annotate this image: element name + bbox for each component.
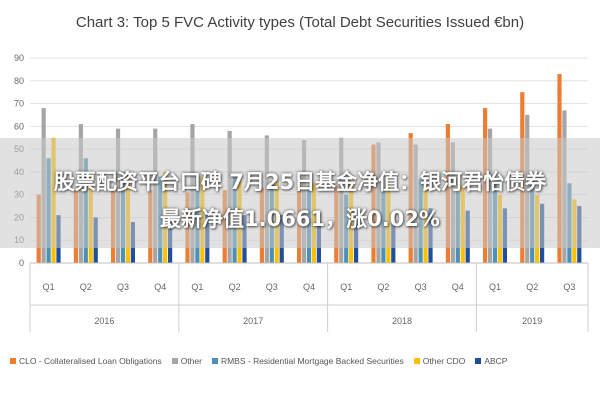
x-group-label: 2018 <box>392 316 412 326</box>
x-tick-label: Q3 <box>563 282 575 292</box>
x-tick-label: Q2 <box>229 282 241 292</box>
x-tick-label: Q3 <box>117 282 129 292</box>
legend-item: Other CDO <box>413 356 466 366</box>
legend-swatch <box>475 358 482 364</box>
legend-item: ABCP <box>475 356 507 366</box>
x-tick-label: Q1 <box>340 282 352 292</box>
chart-title: Chart 3: Top 5 FVC Activity types (Total… <box>75 14 525 31</box>
headline-line-1: 股票配资平台口碑 7月25日基金净值：银河君怡债券 <box>53 170 547 194</box>
legend-item: CLO - Collateralised Loan Obligations <box>10 356 162 366</box>
x-group-label: 2017 <box>243 316 263 326</box>
x-tick-label: Q1 <box>191 282 203 292</box>
legend-item: RMBS - Residential Mortgage Backed Secur… <box>211 356 404 366</box>
legend-label: Other <box>180 356 202 366</box>
y-tick-label: 70 <box>14 99 24 109</box>
legend-label: ABCP <box>484 356 508 366</box>
x-tick-label: Q2 <box>80 282 92 292</box>
x-group-label: 2019 <box>522 316 542 326</box>
x-axis-ticks: Q1 Q2 Q3 Q4 Q1 Q2 Q3 Q4 Q1 Q2 Q3 Q4 Q1 Q2 Q3 <box>30 262 588 292</box>
legend: CLO - Collateralised Loan Obligations Oth… <box>10 352 590 370</box>
x-tick-label: Q1 <box>489 282 501 292</box>
x-tick-label: Q3 <box>415 282 427 292</box>
x-tick-label: Q2 <box>377 282 389 292</box>
x-tick-label: Q3 <box>266 282 278 292</box>
headline-line-2: 最新净值1.0661，涨0.02% <box>160 207 440 231</box>
x-tick-label: Q4 <box>452 282 464 292</box>
legend-swatch <box>10 358 16 364</box>
x-tick-label: Q4 <box>154 282 166 292</box>
x-tick-label: Q1 <box>43 282 55 292</box>
legend-label: RMBS - Residential Mortgage Backed Secur… <box>220 356 404 366</box>
x-tick-label: Q4 <box>303 282 315 292</box>
y-tick-label: 80 <box>14 76 24 86</box>
headline-banner <box>0 138 600 248</box>
legend-label: CLO - Collateralised Loan Obligations <box>19 356 162 366</box>
legend-label: Other CDO <box>422 356 466 366</box>
legend-item: Other <box>171 356 202 366</box>
x-axis-year-groups: 2016 2017 2018 2019 <box>29 263 589 332</box>
y-tick-label: 90 <box>14 53 24 63</box>
legend-swatch <box>413 358 420 364</box>
x-tick-label: Q2 <box>526 282 538 292</box>
y-tick-label: 60 <box>14 121 24 131</box>
legend-swatch <box>211 358 218 364</box>
legend-swatch <box>171 358 178 364</box>
x-group-label: 2016 <box>94 316 114 326</box>
y-tick-label: 0 <box>19 258 24 268</box>
